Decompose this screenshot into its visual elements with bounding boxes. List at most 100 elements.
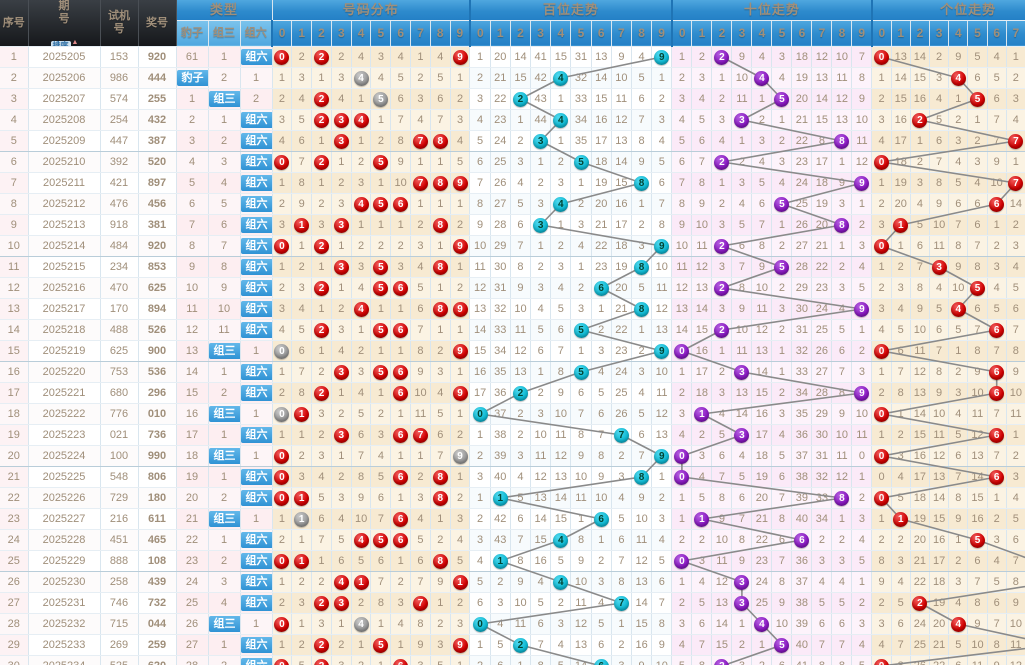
cell-issue[interactable]: 2025208	[28, 109, 101, 131]
tens-col-4[interactable]: 4	[751, 20, 773, 48]
cell-issue[interactable]: 2025210	[28, 151, 101, 173]
cell-issue[interactable]: 2025207	[28, 88, 101, 110]
units-col-1[interactable]: 1	[891, 20, 911, 48]
table-row[interactable]: 18 2025222 776 010 16 组三 1 0 1 3 2 5 2 1 11 5 1 0 37 2 3 10 7 6…	[0, 403, 1025, 425]
units-col-6[interactable]: 6	[987, 20, 1007, 48]
table-row[interactable]: 3 2025207 574 255 1 组三 2 2 4 2 4 1 5 6 3 6 2 3 22 2 43 1 33 15 1…	[0, 88, 1025, 110]
cell-issue[interactable]: 2025229	[28, 550, 101, 572]
dist-col-8[interactable]: 8	[430, 20, 451, 48]
cell-issue[interactable]: 2025228	[28, 529, 101, 551]
cell-issue[interactable]: 2025216	[28, 277, 101, 299]
cell-issue[interactable]: 2025223	[28, 424, 101, 446]
sort-label[interactable]: 排序	[50, 41, 71, 46]
table-row[interactable]: 4 2025208 254 432 2 1 组六 3 5 2 3 4 1 7 4 7 3 4 23 1 44 4 34 16 1…	[0, 109, 1025, 131]
table-row[interactable]: 21 2025225 548 806 19 1 组六 0 3 4 2 8 5 6 2 8 1 3 40 4 12 13 10…	[0, 466, 1025, 488]
cell-issue[interactable]: 2025205	[28, 46, 101, 68]
col-header-prize-number[interactable]: 奖号	[138, 0, 177, 47]
cell-issue[interactable]: 2025219	[28, 340, 101, 362]
units-col-7[interactable]: 7	[1006, 20, 1025, 48]
cell-issue[interactable]: 2025213	[28, 214, 101, 236]
dist-col-3[interactable]: 3	[331, 20, 352, 48]
dist-col-9[interactable]: 9	[450, 20, 471, 48]
table-row[interactable]: 27 2025231 746 732 25 4 组六 2 3 2 3 2 8 3 7 1 2 6 3 10 5 2 11 4 7…	[0, 592, 1025, 614]
hundreds-col-1[interactable]: 1	[490, 20, 511, 48]
table-row[interactable]: 25 2025229 888 108 23 2 组六 0 1 1 6 5 6 1 6 8 5 4 1 8 16 5 9 2 7 1…	[0, 550, 1025, 572]
cell-issue[interactable]: 2025220	[28, 361, 101, 383]
cell-issue[interactable]: 2025225	[28, 466, 101, 488]
units-col-4[interactable]: 4	[948, 20, 969, 48]
cell-issue[interactable]: 2025209	[28, 130, 101, 152]
table-row[interactable]: 302025234525620282组六05232163512618514639…	[0, 655, 1025, 665]
table-row[interactable]: 19 2025223 021 736 17 1 组六 1 1 2 3 6 3 6 7 6 2 1 38 2 10 11 8 7…	[0, 424, 1025, 446]
cell-issue[interactable]: 2025226	[28, 487, 101, 509]
cell-issue[interactable]: 2025221	[28, 382, 101, 404]
hundreds-col-2[interactable]: 2	[510, 20, 532, 48]
hundreds-col-7[interactable]: 7	[611, 20, 632, 48]
hundreds-col-9[interactable]: 9	[651, 20, 673, 48]
dist-col-4[interactable]: 4	[351, 20, 372, 48]
dist-col-6[interactable]: 6	[390, 20, 412, 48]
cell-issue[interactable]: 2025218	[28, 319, 101, 341]
table-row[interactable]: 14 2025218 488 526 12 11 组六 4 5 2 3 1 5 6 7 1 1 14 33 11 5 6 5…	[0, 319, 1025, 341]
table-row[interactable]: 23 2025227 216 611 21 组三 1 1 1 6 4 10 7 6 4 1 3 2 42 6 14 15 1…	[0, 508, 1025, 530]
cell-issue[interactable]: 2025233	[28, 634, 101, 656]
table-row[interactable]: 5 2025209 447 387 3 2 组六 4 6 1 3 1 2 8 7 8 4 5 24 2 3 1 35 17 13…	[0, 130, 1025, 152]
tens-col-3[interactable]: 3	[731, 20, 753, 48]
dist-col-7[interactable]: 7	[410, 20, 431, 48]
cell-issue[interactable]: 2025217	[28, 298, 101, 320]
cell-issue[interactable]: 2025227	[28, 508, 101, 530]
cell-issue[interactable]: 2025231	[28, 592, 101, 614]
tens-col-0[interactable]: 0	[671, 20, 693, 48]
col-header-zusan[interactable]: 组三	[208, 20, 241, 48]
table-row[interactable]: 2 2025206 986 444 豹子 2 1 1 3 1 3 4 4 5 2 5 1 2 21 15 42 4 32 14…	[0, 67, 1025, 89]
table-row[interactable]: 29 2025233 269 259 27 1 组六 1 2 2 2 1 5 1 9 3 9 1 5 2 7 4 13 6 2 1…	[0, 634, 1025, 656]
sort-arrows-icon[interactable]: ▲▼	[71, 39, 79, 47]
table-row[interactable]: 7 2025211 421 897 5 4 组六 1 8 1 2 3 1 10 7 8 9 7 26 4 2 3 1 19 15…	[0, 172, 1025, 194]
table-row[interactable]: 20 2025224 100 990 18 组三 1 0 2 3 1 7 4 1 1 7 9 2 39 3 11 12 9 8…	[0, 445, 1025, 467]
tens-col-2[interactable]: 2	[711, 20, 733, 48]
hundreds-col-8[interactable]: 8	[631, 20, 653, 48]
hundreds-col-4[interactable]: 4	[550, 20, 572, 48]
hundreds-col-5[interactable]: 5	[570, 20, 592, 48]
dist-col-0[interactable]: 0	[272, 20, 293, 48]
tens-col-5[interactable]: 5	[771, 20, 793, 48]
col-header-test-number[interactable]: 试机号	[100, 0, 139, 47]
table-row[interactable]: 12 2025216 470 625 10 9 组六 2 3 2 1 4 5 6 5 1 2 12 31 9 3 4 2 6 2…	[0, 277, 1025, 299]
table-row[interactable]: 8 2025212 476 456 6 5 组六 2 9 2 3 4 5 6 1 1 1 8 27 5 3 4 2 20 16 1…	[0, 193, 1025, 215]
col-header-issue[interactable]: 期 号 排序▲▼	[28, 0, 101, 47]
hundreds-col-0[interactable]: 0	[469, 20, 491, 48]
table-row[interactable]: 28 2025232 715 044 26 组三 1 0 1 3 1 4 1 4 8 2 3 0 4 11 6 3 12 5 1…	[0, 613, 1025, 635]
cell-issue[interactable]: 2025214	[28, 235, 101, 257]
table-row[interactable]: 11 2025215 234 853 9 8 组六 1 2 1 3 3 5 3 4 8 1 11 30 8 2 3 1 23 1…	[0, 256, 1025, 278]
table-row[interactable]: 9 2025213 918 381 7 6 组六 3 1 3 3 1 1 1 2 8 2 9 28 6 3 1 3 21 17 2…	[0, 214, 1025, 236]
tens-col-9[interactable]: 9	[851, 20, 873, 48]
dist-col-1[interactable]: 1	[291, 20, 313, 48]
table-row[interactable]: 1 2025205 153 920 61 1 组六 0 2 2 2 4 3 4 1 4 9 1 20 14 41 15 31…	[0, 46, 1025, 68]
cell-issue[interactable]: 2025232	[28, 613, 101, 635]
dist-col-2[interactable]: 2	[311, 20, 332, 48]
table-row[interactable]: 10 2025214 484 920 8 7 组六 0 1 2 1 2 2 2 3 1 9 10 29 7 1 2 4 22 1…	[0, 235, 1025, 257]
tens-col-1[interactable]: 1	[691, 20, 713, 48]
units-col-5[interactable]: 5	[967, 20, 988, 48]
table-row[interactable]: 24 2025228 451 465 22 1 组六 2 1 7 5 4 5 6 5 2 4 3 43 7 15 4 8 1 6…	[0, 529, 1025, 551]
cell-issue[interactable]: 2025222	[28, 403, 101, 425]
table-row[interactable]: 26 2025230 258 439 24 3 组六 1 2 2 4 1 7 2 7 9 1 5 2 9 4 4 10 3 8 1…	[0, 571, 1025, 593]
col-header-index[interactable]: 序号	[0, 0, 29, 47]
table-row[interactable]: 17 2025221 680 296 15 2 组六 2 8 2 1 4 1 6 10 4 9 17 36 2 2 9 6 5…	[0, 382, 1025, 404]
tens-col-7[interactable]: 7	[811, 20, 833, 48]
col-header-zuliu[interactable]: 组六	[240, 20, 273, 48]
cell-issue[interactable]: 2025215	[28, 256, 101, 278]
units-col-0[interactable]: 0	[871, 20, 892, 48]
cell-issue[interactable]: 2025230	[28, 571, 101, 593]
cell-issue[interactable]: 2025234	[28, 655, 101, 665]
table-row[interactable]: 15 2025219 625 900 13 组三 1 0 6 1 4 2 1 1 8 2 9 15 34 12 6 7 1 3…	[0, 340, 1025, 362]
hundreds-col-3[interactable]: 3	[530, 20, 552, 48]
tens-col-8[interactable]: 8	[831, 20, 853, 48]
cell-issue[interactable]: 2025224	[28, 445, 101, 467]
units-col-2[interactable]: 2	[910, 20, 931, 48]
dist-col-5[interactable]: 5	[370, 20, 392, 48]
cell-issue[interactable]: 2025206	[28, 67, 101, 89]
tens-col-6[interactable]: 6	[791, 20, 813, 48]
table-row[interactable]: 6 2025210 392 520 4 3 组六 0 7 2 1 2 5 9 1 1 5 6 25 3 1 2 5 18 14 9…	[0, 151, 1025, 173]
cell-issue[interactable]: 2025212	[28, 193, 101, 215]
